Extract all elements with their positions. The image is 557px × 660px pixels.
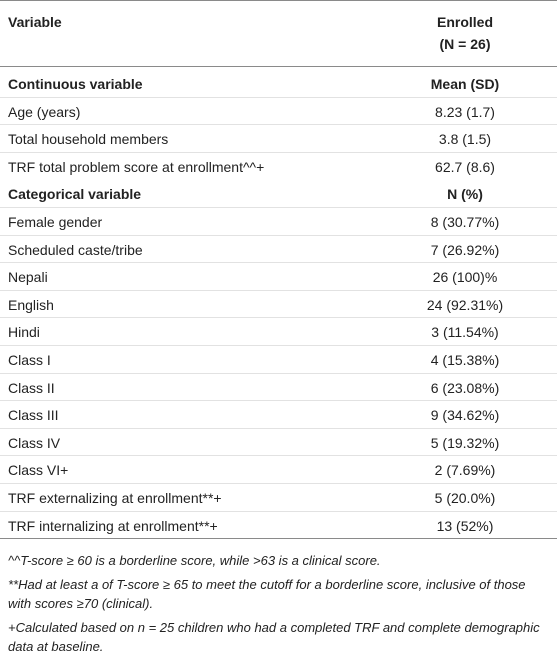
section-stat: Mean (SD) [430, 76, 500, 92]
row-value: 13 (52%) [436, 517, 494, 534]
row-value: 26 (100)% [432, 269, 498, 286]
row-divider [0, 234, 557, 236]
row-label: Female gender [8, 214, 103, 230]
column-header: Variable [8, 14, 62, 30]
row-label: English [8, 296, 54, 313]
row-divider [0, 96, 557, 98]
bottom-rule [0, 538, 557, 540]
row-label: Total household members [8, 131, 169, 148]
row-value: 3 (11.54%) [431, 324, 499, 341]
row-divider [0, 427, 557, 429]
row-divider [0, 317, 557, 319]
row-label: Class II [8, 379, 55, 396]
section-title: Categorical variable [8, 186, 142, 203]
row-label: Age (years) [8, 103, 81, 120]
row-label: TRF total problem score at enrollment^^+ [8, 158, 265, 175]
row-value: 5 (20.0%) [434, 490, 496, 506]
row-value: 8 (30.77%) [430, 214, 500, 230]
row-label: Hindi [8, 324, 40, 341]
row-value: 3.8 (1.5) [438, 131, 492, 148]
row-label: TRF internalizing at enrollment**+ [8, 517, 218, 534]
row-value: 9 (34.62%) [430, 407, 500, 424]
row-label: Class IV [8, 434, 61, 451]
row-value: 8.23 (1.7) [435, 103, 495, 120]
row-divider [0, 345, 557, 346]
row-label: TRF externalizing at enrollment**+ [8, 490, 222, 506]
row-divider [0, 207, 557, 208]
row-value: 5 (19.32%) [430, 434, 500, 451]
column-header: Enrolled [436, 14, 493, 30]
header-rule [0, 66, 557, 67]
row-divider [0, 151, 557, 153]
row-divider [0, 262, 557, 264]
row-value: 7 (26.92%) [430, 241, 500, 258]
row-value: 24 (92.31%) [426, 296, 504, 313]
row-label: Nepali [8, 269, 48, 286]
row-label: Class III [8, 407, 59, 424]
footnote: ^^T-score ≥ 60 is a borderline score, wh… [8, 553, 381, 569]
row-value: 62.7 (8.6) [435, 158, 495, 175]
top-rule [0, 0, 557, 1]
row-value: 2 (7.69%) [434, 462, 496, 479]
row-divider [0, 372, 557, 374]
section-stat: N (%) [447, 186, 483, 203]
row-label: Class I [8, 352, 51, 368]
row-value: 6 (23.08%) [430, 379, 500, 396]
row-divider [0, 124, 557, 126]
section-title: Continuous variable [8, 76, 143, 92]
row-divider [0, 510, 557, 512]
footnotes: ^^T-score ≥ 60 is a borderline score, wh… [8, 551, 548, 660]
footnote: **Had at least a of T-score ≥ 65 to meet… [8, 576, 526, 612]
row-divider [0, 455, 557, 457]
footnote: +Calculated based on n = 25 children who… [8, 619, 540, 655]
row-value: 4 (15.38%) [430, 352, 500, 368]
column-header-n: (N = 26) [439, 36, 491, 52]
row-label: Class VI+ [8, 462, 69, 479]
row-label: Scheduled caste/tribe [8, 241, 143, 258]
row-divider [0, 400, 557, 402]
row-divider [0, 289, 557, 291]
row-divider [0, 483, 557, 484]
